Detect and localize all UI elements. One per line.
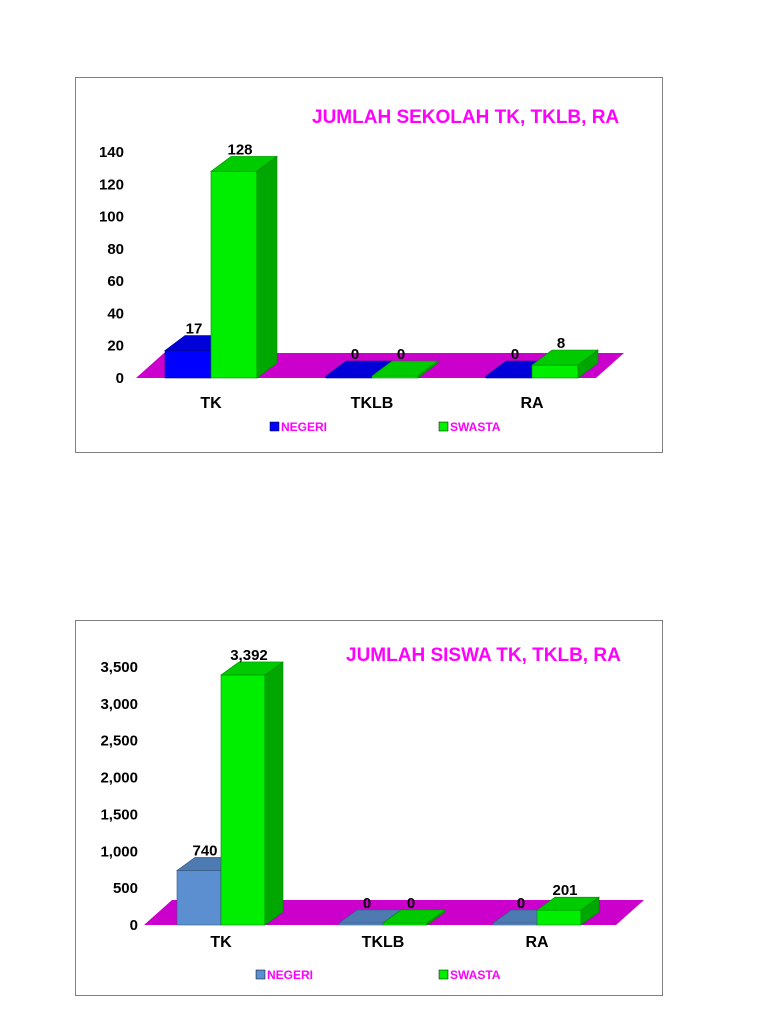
legend-swatch-swasta [438,969,449,980]
data-label: 0 [363,895,371,912]
data-label: 0 [511,346,519,363]
bar-side-swasta-tk [264,661,284,926]
category-label: TKLB [351,395,394,412]
bar-swasta-ra [536,909,582,926]
y-tick-label: 80 [107,241,124,258]
bar-side-swasta-tklb [417,360,439,379]
bar-swasta-ra [531,364,579,379]
legend-label-swasta: SWASTA [450,968,501,982]
legend-swatch-negeri [255,969,266,980]
bar-side-swasta-ra [580,896,600,926]
bar-negeri-tk [176,870,222,926]
y-tick-label: 2,500 [100,733,138,750]
y-tick-label: 1,500 [100,806,138,823]
data-label: 0 [517,895,525,912]
school-count-chart: JUMLAH SEKOLAH TK, TKLB, RA 0 20 40 60 80 100 1… [75,77,663,453]
bar-side-swasta-tklb [426,909,446,926]
bar-swasta-tk [220,674,266,926]
y-tick-label: 140 [99,144,124,161]
y-tick-label: 500 [113,880,138,897]
data-label: 0 [407,895,415,912]
category-label: RA [520,395,544,412]
school-count-chart-svg: JUMLAH SEKOLAH TK, TKLB, RA0204060801001… [99,107,624,434]
legend-label-negeri: NEGERI [281,420,327,434]
y-tick-label: 0 [116,370,124,387]
data-label: 128 [227,141,252,158]
category-label: TKLB [362,934,405,951]
data-label: 201 [552,882,577,899]
chart-title: JUMLAH SEKOLAH TK, TKLB, RA [312,107,619,128]
y-tick-label: 1,000 [100,843,138,860]
category-label: TK [200,395,222,412]
y-tick-label: 60 [107,273,124,290]
data-label: 0 [351,346,359,363]
legend-label-swasta: SWASTA [450,420,501,434]
legend-swatch-negeri [269,421,280,432]
data-label: 17 [186,321,203,338]
y-tick-label: 100 [99,209,124,226]
data-label: 3,392 [230,647,268,664]
y-tick-label: 0 [130,917,138,934]
y-tick-label: 3,500 [100,659,138,676]
legend-label-negeri: NEGERI [267,968,313,982]
data-label: 0 [397,346,405,363]
student-count-chart-svg: JUMLAH SISWA TK, TKLB, RA 0 500 1,000 1,500 2… [100,645,644,982]
chart-title: JUMLAH SISWA TK, TKLB, RA [346,645,621,666]
data-label: 740 [192,842,217,859]
y-tick-label: 40 [107,305,124,322]
y-tick-label: 2,000 [100,770,138,787]
y-tick-label: 3,000 [100,696,138,713]
student-count-chart: JUMLAH SISWA TK, TKLB, RA 0 500 1,000 1,500 2… [75,620,663,996]
category-label: TK [210,934,232,951]
bar-side-swasta-tk [256,155,278,379]
bar-side-swasta-ra [577,349,599,379]
legend-swatch-swasta [438,421,449,432]
y-tick-label: 20 [107,338,124,355]
y-tick-label: 120 [99,176,124,193]
bar-negeri-tk [164,350,212,379]
bar-swasta-tk [210,171,258,379]
category-label: RA [525,934,549,951]
data-label: 8 [557,335,565,352]
